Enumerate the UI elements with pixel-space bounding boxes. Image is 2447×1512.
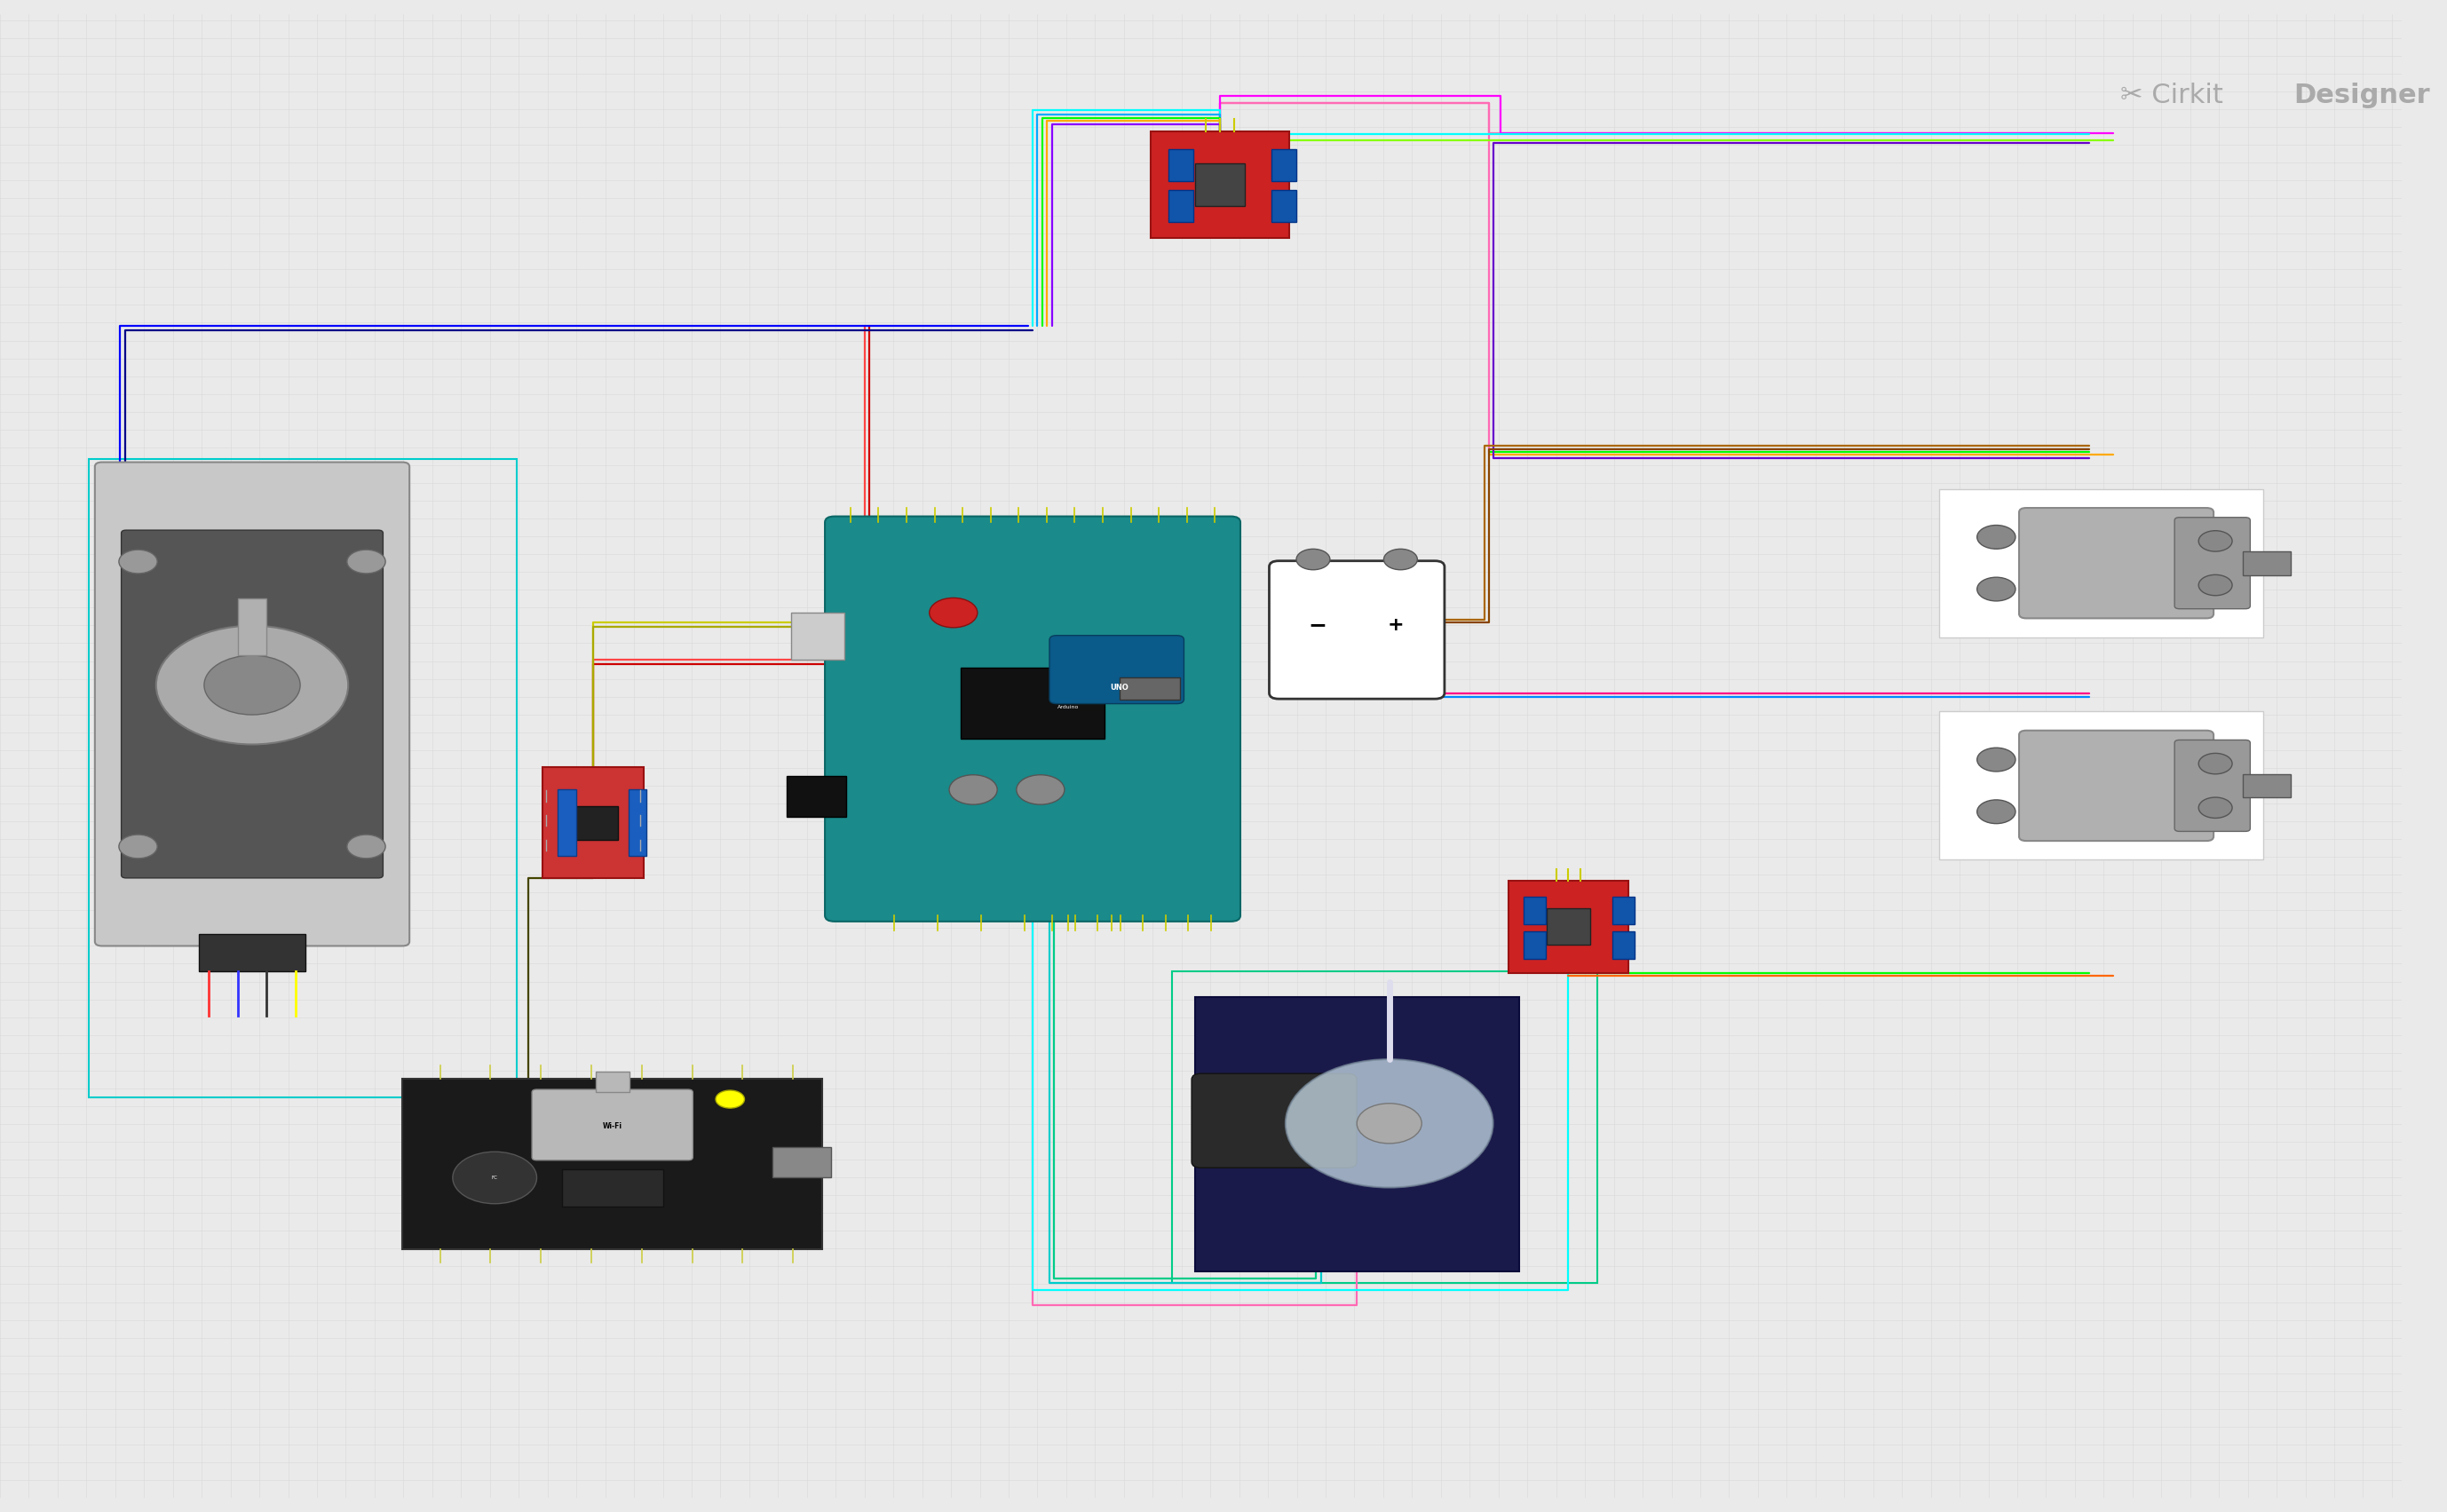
Circle shape <box>1016 774 1064 804</box>
Text: Designer: Designer <box>2293 83 2430 109</box>
Circle shape <box>1977 800 2016 824</box>
FancyBboxPatch shape <box>1194 163 1246 206</box>
Circle shape <box>930 597 976 627</box>
FancyBboxPatch shape <box>401 1078 822 1249</box>
Text: Arduino: Arduino <box>1057 705 1079 709</box>
FancyBboxPatch shape <box>1613 931 1635 959</box>
FancyBboxPatch shape <box>1524 931 1547 959</box>
Circle shape <box>715 1090 744 1108</box>
FancyBboxPatch shape <box>1121 677 1179 699</box>
Text: ✂ Cirkit: ✂ Cirkit <box>2122 83 2232 109</box>
FancyBboxPatch shape <box>568 806 619 839</box>
Text: +: + <box>1387 615 1405 634</box>
Circle shape <box>1977 525 2016 549</box>
FancyBboxPatch shape <box>1194 996 1520 1272</box>
FancyBboxPatch shape <box>1272 191 1297 222</box>
FancyBboxPatch shape <box>1547 909 1591 945</box>
FancyBboxPatch shape <box>2241 774 2290 797</box>
Circle shape <box>949 774 998 804</box>
Circle shape <box>2197 531 2232 552</box>
FancyBboxPatch shape <box>785 776 847 816</box>
Circle shape <box>453 1152 536 1204</box>
FancyBboxPatch shape <box>1613 897 1635 924</box>
FancyBboxPatch shape <box>2241 552 2290 575</box>
Circle shape <box>2197 753 2232 774</box>
FancyBboxPatch shape <box>629 789 646 856</box>
FancyBboxPatch shape <box>1167 150 1194 181</box>
Text: −: − <box>1309 614 1326 635</box>
FancyBboxPatch shape <box>1938 488 2263 637</box>
FancyBboxPatch shape <box>790 612 844 659</box>
FancyBboxPatch shape <box>1150 132 1290 237</box>
FancyBboxPatch shape <box>531 1090 693 1160</box>
Circle shape <box>1977 578 2016 600</box>
FancyBboxPatch shape <box>1192 1074 1356 1167</box>
FancyBboxPatch shape <box>543 767 644 878</box>
FancyBboxPatch shape <box>1270 561 1444 699</box>
FancyBboxPatch shape <box>595 1072 629 1092</box>
FancyBboxPatch shape <box>1272 150 1297 181</box>
FancyBboxPatch shape <box>1167 191 1194 222</box>
FancyBboxPatch shape <box>563 1169 663 1207</box>
Circle shape <box>1977 748 2016 771</box>
Circle shape <box>2197 797 2232 818</box>
Circle shape <box>1383 549 1417 570</box>
Circle shape <box>120 835 157 859</box>
FancyBboxPatch shape <box>95 463 409 947</box>
FancyBboxPatch shape <box>558 789 575 856</box>
Circle shape <box>1356 1104 1422 1143</box>
Circle shape <box>203 655 301 715</box>
FancyBboxPatch shape <box>2019 730 2215 841</box>
Circle shape <box>2197 575 2232 596</box>
FancyBboxPatch shape <box>122 531 384 878</box>
FancyBboxPatch shape <box>1507 880 1627 972</box>
FancyBboxPatch shape <box>2175 739 2251 832</box>
FancyBboxPatch shape <box>962 667 1104 738</box>
Circle shape <box>347 835 387 859</box>
FancyBboxPatch shape <box>825 517 1241 921</box>
FancyBboxPatch shape <box>237 599 267 655</box>
Text: FC: FC <box>492 1175 497 1179</box>
FancyBboxPatch shape <box>773 1148 832 1178</box>
FancyBboxPatch shape <box>1524 897 1547 924</box>
Circle shape <box>157 626 347 744</box>
Circle shape <box>347 550 387 573</box>
FancyBboxPatch shape <box>198 934 306 971</box>
Circle shape <box>120 550 157 573</box>
Circle shape <box>1297 549 1331 570</box>
FancyBboxPatch shape <box>2019 508 2215 618</box>
Text: Wi-Fi: Wi-Fi <box>602 1122 622 1131</box>
FancyBboxPatch shape <box>1938 712 2263 860</box>
Text: UNO: UNO <box>1111 683 1128 691</box>
FancyBboxPatch shape <box>2175 517 2251 609</box>
Circle shape <box>1285 1060 1493 1187</box>
FancyBboxPatch shape <box>1050 635 1184 703</box>
